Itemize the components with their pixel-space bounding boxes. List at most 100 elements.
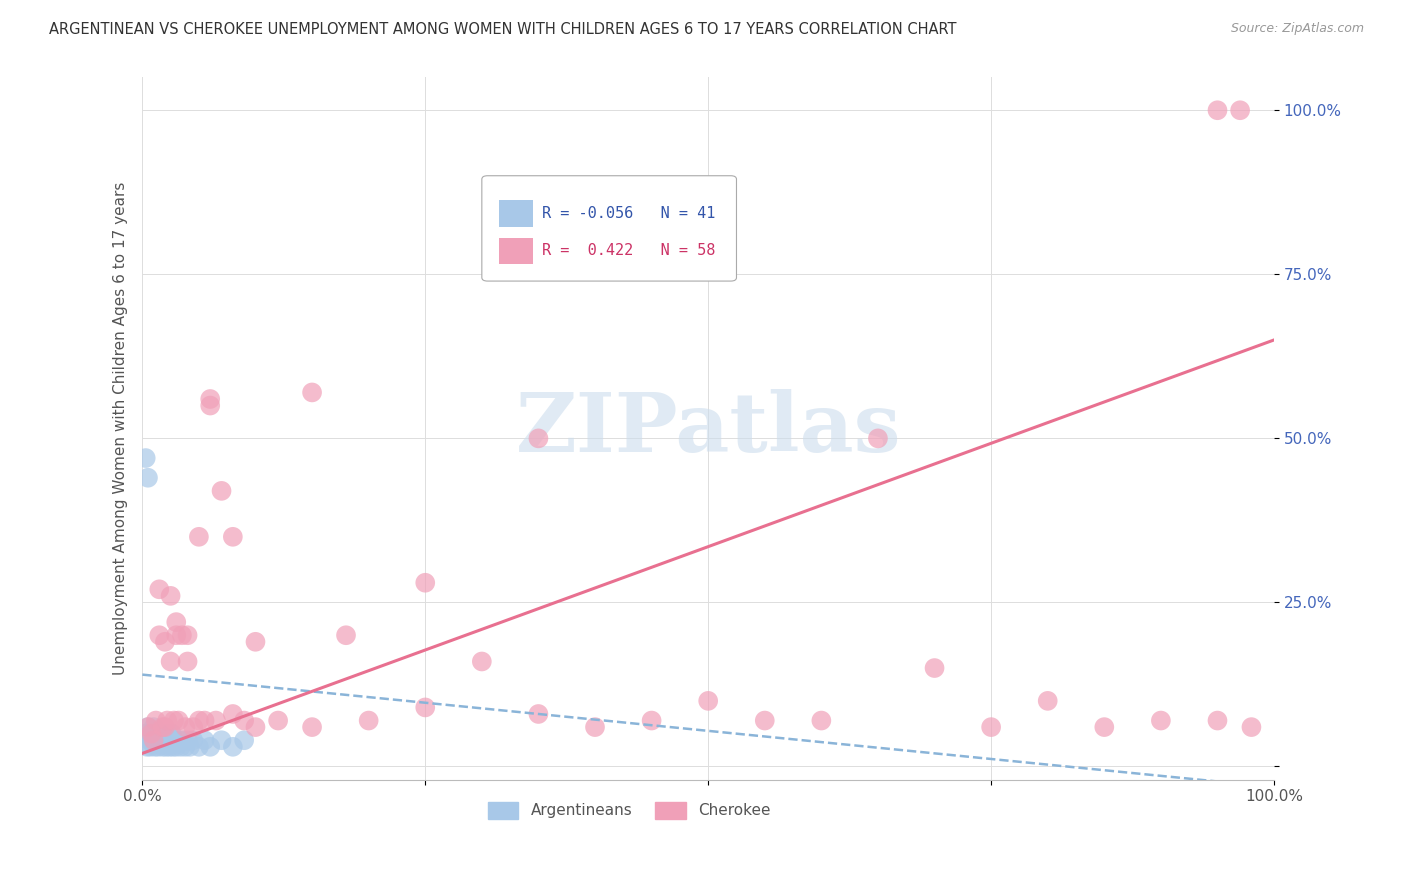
Point xyxy=(159,655,181,669)
Point xyxy=(150,726,173,740)
Point xyxy=(181,720,204,734)
Bar xyxy=(499,237,533,264)
Point xyxy=(174,739,197,754)
Point xyxy=(156,714,179,728)
Point xyxy=(152,720,174,734)
Point xyxy=(1036,694,1059,708)
Point xyxy=(222,706,245,721)
Point xyxy=(810,714,832,728)
Point xyxy=(142,733,165,747)
Point xyxy=(148,726,170,740)
Point xyxy=(866,431,889,445)
Point xyxy=(413,700,436,714)
Point xyxy=(193,714,215,728)
Point xyxy=(156,726,179,740)
Point xyxy=(1240,720,1263,734)
Point xyxy=(233,714,256,728)
Point xyxy=(167,714,190,728)
Bar xyxy=(499,201,533,227)
Point xyxy=(527,431,550,445)
Point xyxy=(1206,714,1229,728)
Point xyxy=(205,714,228,728)
Point xyxy=(165,739,187,754)
Point xyxy=(152,739,174,754)
Point xyxy=(200,399,222,413)
Point xyxy=(145,726,167,740)
Point xyxy=(179,739,201,754)
Point xyxy=(187,714,209,728)
Point xyxy=(187,530,209,544)
Point xyxy=(233,733,256,747)
Point xyxy=(267,714,290,728)
Point xyxy=(141,726,163,740)
Point xyxy=(1229,103,1251,118)
Point xyxy=(187,739,209,754)
Point xyxy=(148,582,170,597)
Point xyxy=(141,733,163,747)
Point xyxy=(583,720,606,734)
Point xyxy=(527,706,550,721)
Point xyxy=(165,628,187,642)
Point xyxy=(980,720,1002,734)
Point xyxy=(174,720,197,734)
Point xyxy=(159,589,181,603)
Point xyxy=(139,739,162,754)
Point xyxy=(135,739,157,754)
Point xyxy=(176,655,198,669)
Point xyxy=(167,733,190,747)
Point xyxy=(146,739,169,754)
Point xyxy=(335,628,357,642)
Point xyxy=(301,385,323,400)
Point xyxy=(160,726,183,740)
Point xyxy=(162,739,184,754)
Point xyxy=(136,471,159,485)
Text: R =  0.422   N = 58: R = 0.422 N = 58 xyxy=(541,244,716,259)
Point xyxy=(146,733,169,747)
Point xyxy=(163,733,186,747)
Point xyxy=(159,739,181,754)
Point xyxy=(1092,720,1115,734)
Point xyxy=(301,720,323,734)
Point xyxy=(148,733,170,747)
Point xyxy=(245,635,267,649)
Point xyxy=(211,733,233,747)
Point xyxy=(200,739,222,754)
Point xyxy=(163,714,186,728)
Point xyxy=(145,714,167,728)
Point xyxy=(222,739,245,754)
Point xyxy=(170,739,193,754)
Point xyxy=(141,726,163,740)
Point xyxy=(222,530,245,544)
Point xyxy=(153,635,176,649)
Y-axis label: Unemployment Among Women with Children Ages 6 to 17 years: Unemployment Among Women with Children A… xyxy=(114,182,128,675)
Point xyxy=(754,714,776,728)
Point xyxy=(148,628,170,642)
Point xyxy=(143,739,166,754)
Point xyxy=(138,733,160,747)
Point xyxy=(172,733,194,747)
Legend: Argentineans, Cherokee: Argentineans, Cherokee xyxy=(481,796,776,824)
Point xyxy=(170,628,193,642)
Point xyxy=(136,720,159,734)
Text: ZIPatlas: ZIPatlas xyxy=(516,389,901,468)
Text: ARGENTINEAN VS CHEROKEE UNEMPLOYMENT AMONG WOMEN WITH CHILDREN AGES 6 TO 17 YEAR: ARGENTINEAN VS CHEROKEE UNEMPLOYMENT AMO… xyxy=(49,22,956,37)
Point xyxy=(1150,714,1173,728)
Point xyxy=(155,739,177,754)
Point xyxy=(1206,103,1229,118)
Point xyxy=(142,720,165,734)
Point xyxy=(640,714,662,728)
Point xyxy=(245,720,267,734)
Point xyxy=(471,655,494,669)
Point xyxy=(181,733,204,747)
Point xyxy=(193,733,215,747)
Point xyxy=(149,733,172,747)
Point xyxy=(135,451,157,466)
Point xyxy=(153,720,176,734)
Point xyxy=(697,694,720,708)
Text: R = -0.056   N = 41: R = -0.056 N = 41 xyxy=(541,206,716,221)
Text: Source: ZipAtlas.com: Source: ZipAtlas.com xyxy=(1230,22,1364,36)
Point xyxy=(135,726,157,740)
Point xyxy=(157,733,180,747)
Point xyxy=(165,615,187,629)
Point xyxy=(153,733,176,747)
